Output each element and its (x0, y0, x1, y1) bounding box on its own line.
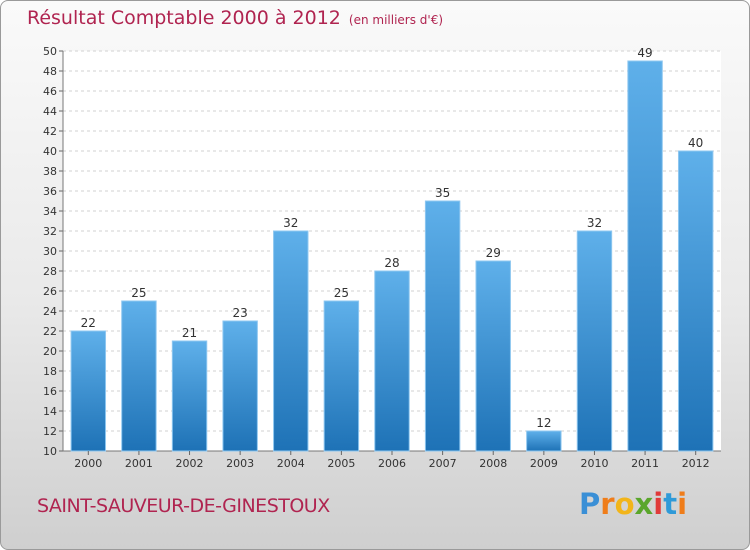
y-tick-label: 26 (43, 285, 57, 298)
y-tick-label: 24 (43, 305, 57, 318)
y-tick-label: 36 (43, 185, 57, 198)
bar-value-label: 32 (587, 216, 602, 230)
logo-letter: P (579, 487, 601, 521)
x-tick-label: 2006 (378, 457, 406, 470)
y-tick-label: 16 (43, 385, 57, 398)
y-tick-label: 22 (43, 325, 57, 338)
logo-letter: i (677, 487, 688, 521)
bar (627, 60, 663, 452)
bar (475, 260, 511, 452)
y-tick-label: 34 (43, 205, 57, 218)
x-tick-label: 2009 (530, 457, 558, 470)
bar-value-label: 25 (131, 286, 146, 300)
y-tick-label: 44 (43, 105, 57, 118)
y-tick-label: 46 (43, 85, 57, 98)
logo-letter: t (663, 487, 678, 521)
bar (222, 320, 258, 452)
y-tick-label: 48 (43, 65, 57, 78)
bar-value-label: 22 (81, 316, 96, 330)
bar-value-label: 32 (283, 216, 298, 230)
logo-letter: x (634, 487, 654, 521)
bar-value-label: 28 (384, 256, 399, 270)
bar (374, 270, 410, 452)
y-tick-label: 12 (43, 425, 57, 438)
bar (171, 340, 208, 452)
x-tick-label: 2003 (226, 457, 254, 470)
y-tick-label: 14 (43, 405, 57, 418)
x-tick-label: 2008 (479, 457, 507, 470)
bar-value-label: 29 (486, 246, 501, 260)
x-tick-label: 2010 (580, 457, 608, 470)
bar (273, 230, 309, 452)
y-tick-label: 40 (43, 145, 57, 158)
x-tick-label: 2011 (631, 457, 659, 470)
proxiti-logo: Proxiti (579, 487, 687, 521)
x-tick-label: 2005 (327, 457, 355, 470)
bar (526, 430, 562, 452)
bar (121, 300, 157, 452)
bar (576, 230, 613, 452)
logo-letter: i (653, 487, 664, 521)
x-tick-label: 2000 (74, 457, 102, 470)
bar (677, 150, 714, 452)
logo-letter: o (614, 487, 635, 521)
bar (323, 300, 360, 452)
y-tick-label: 38 (43, 165, 57, 178)
logo-letter: r (600, 487, 615, 521)
chart-subtitle: (en milliers d'€) (348, 13, 444, 27)
commune-name: SAINT-SAUVEUR-DE-GINESTOUX (37, 495, 330, 517)
x-tick-label: 2002 (176, 457, 204, 470)
bar-value-label: 49 (637, 46, 652, 60)
bar-value-label: 25 (334, 286, 349, 300)
y-tick-label: 20 (43, 345, 57, 358)
y-tick-label: 50 (43, 45, 57, 58)
y-tick-label: 42 (43, 125, 57, 138)
y-tick-label: 32 (43, 225, 57, 238)
bar-value-label: 12 (536, 416, 551, 430)
x-tick-label: 2001 (125, 457, 153, 470)
bar-value-label: 35 (435, 186, 450, 200)
bar (424, 200, 461, 452)
y-tick-label: 30 (43, 245, 57, 258)
chart-title-text: Résultat Comptable 2000 à 2012 (27, 7, 341, 29)
x-tick-label: 2004 (277, 457, 305, 470)
y-tick-label: 10 (43, 445, 57, 458)
y-tick-label: 18 (43, 365, 57, 378)
bar-value-label: 21 (182, 326, 197, 340)
bar-value-label: 40 (688, 136, 703, 150)
x-tick-label: 2007 (429, 457, 457, 470)
chart-title: Résultat Comptable 2000 à 2012 (en millie… (27, 7, 443, 29)
y-tick-label: 28 (43, 265, 57, 278)
bar-value-label: 23 (233, 306, 248, 320)
bar (70, 330, 107, 452)
x-tick-label: 2012 (682, 457, 710, 470)
